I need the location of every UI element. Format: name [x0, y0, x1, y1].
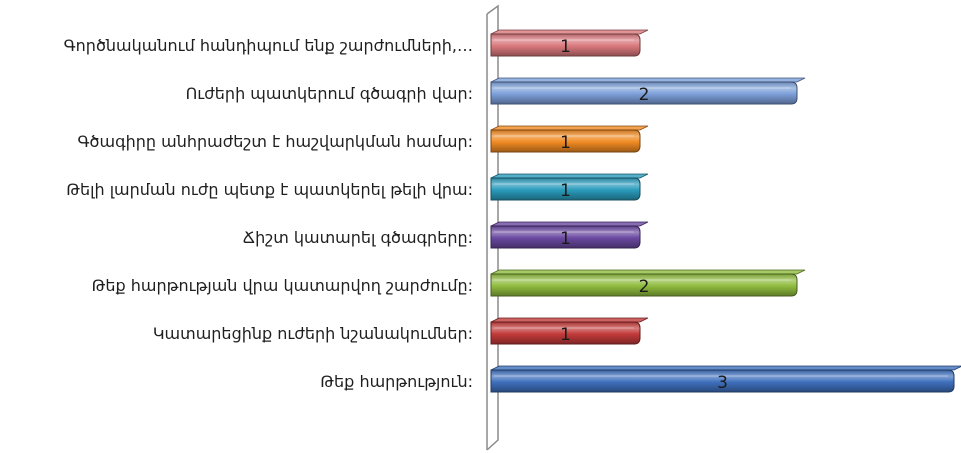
category-label: Թեք հարթություն:	[320, 372, 473, 391]
value-label: 1	[560, 325, 571, 345]
bar-8	[490, 365, 961, 393]
bar-1	[490, 29, 649, 57]
value-label: 2	[639, 85, 650, 105]
value-label: 1	[560, 133, 571, 153]
value-label: 3	[717, 373, 728, 393]
category-label: Կատարեցինք ուժերի նշանակումներ:	[153, 324, 473, 343]
value-label: 1	[560, 181, 571, 201]
bar-4	[490, 173, 649, 201]
category-label: Գործնականում հանդիպում ենք շարժումների,…	[64, 36, 473, 55]
bars-group	[490, 29, 961, 393]
category-labels: Գործնականում հանդիպում ենք շարժումների,……	[64, 36, 473, 391]
value-label: 1	[560, 229, 571, 249]
value-label: 2	[639, 277, 650, 297]
bar-3	[490, 125, 649, 153]
category-label: Գծագիրը անհրաժեշտ է հաշվարկման համար:	[78, 132, 474, 151]
category-label: Թեք հարթության վրա կատարվող շարժումը:	[92, 276, 473, 295]
category-label: Ուժերի պատկերում գծագրի վար:	[186, 84, 473, 103]
value-labels: 1 2 1 1 1 2 1 3	[560, 37, 728, 393]
bar-2	[490, 77, 806, 105]
bar-5	[490, 221, 649, 249]
bar-6	[490, 269, 806, 297]
value-label: 1	[560, 37, 571, 57]
bar-7	[490, 317, 649, 345]
category-label: Ճիշտ կատարել գծագրերը:	[243, 228, 473, 247]
category-label: Թելի լարման ուժը պետք է պատկերել թելի վր…	[66, 180, 473, 199]
